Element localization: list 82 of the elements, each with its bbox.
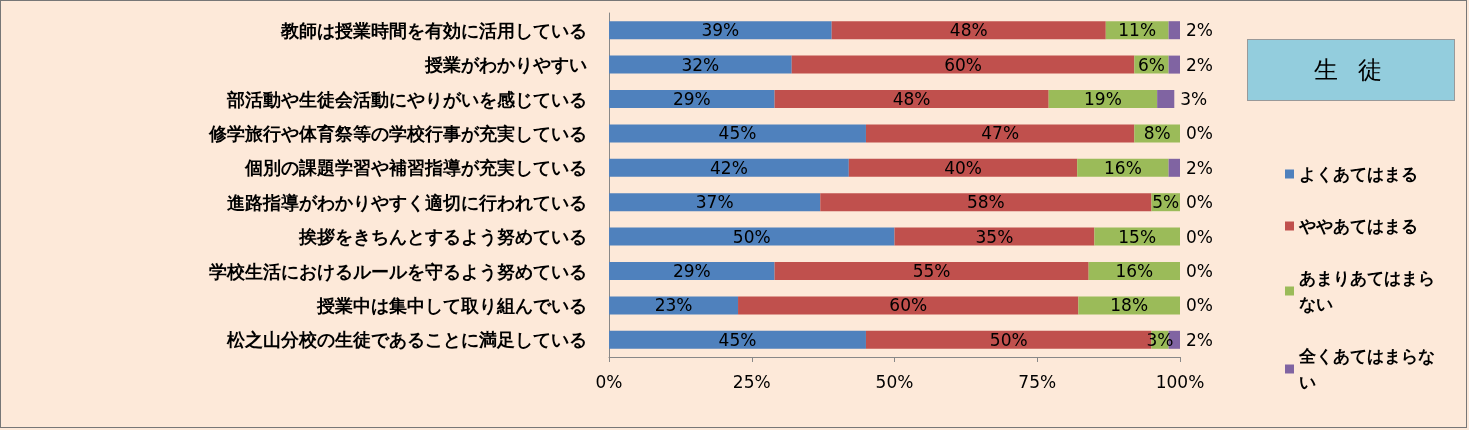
bar bbox=[609, 330, 866, 349]
bar bbox=[609, 193, 821, 212]
data-label: 16% bbox=[1115, 261, 1154, 281]
y-tick-label: 教師は授業時間を有効に活用している bbox=[280, 19, 587, 41]
data-label: 39% bbox=[701, 20, 740, 41]
bar bbox=[1168, 21, 1180, 40]
data-label: 0% bbox=[1186, 226, 1213, 247]
data-label: 47% bbox=[981, 123, 1020, 144]
data-label: 2% bbox=[1186, 20, 1213, 41]
y-tick-label: 授業中は集中して取り組んでいる bbox=[316, 294, 587, 316]
y-tick-label: 進路指導がわかりやすく適切に行われている bbox=[227, 191, 587, 213]
data-label: 48% bbox=[949, 20, 988, 41]
data-label: 29% bbox=[672, 89, 711, 109]
data-label: 3% bbox=[1180, 89, 1208, 109]
bar bbox=[774, 90, 1049, 108]
data-label: 58% bbox=[966, 192, 1005, 213]
data-label: 2% bbox=[1186, 54, 1213, 75]
legend-label: ややあてはまる bbox=[1298, 216, 1418, 236]
data-label: 50% bbox=[989, 329, 1028, 350]
data-label: 45% bbox=[718, 329, 757, 350]
bar bbox=[609, 124, 866, 143]
data-label: 42% bbox=[710, 157, 748, 178]
data-label: 6% bbox=[1137, 54, 1165, 75]
bar bbox=[774, 262, 1089, 280]
data-label: 40% bbox=[944, 157, 982, 178]
legend-label: あまりあてはまらない bbox=[1299, 268, 1435, 314]
data-label: 16% bbox=[1104, 157, 1142, 178]
y-tick-label: 学校生活におけるルールを守るよう努めている bbox=[209, 260, 587, 282]
data-label: 5% bbox=[1152, 192, 1180, 213]
data-label: 2% bbox=[1186, 329, 1213, 350]
data-label: 11% bbox=[1118, 20, 1157, 41]
data-label: 35% bbox=[975, 226, 1014, 247]
bar bbox=[894, 227, 1095, 246]
data-label: 50% bbox=[732, 226, 771, 247]
x-tick-label: 75% bbox=[1018, 371, 1057, 392]
data-label: 19% bbox=[1084, 89, 1122, 109]
bar bbox=[609, 90, 775, 108]
bar bbox=[1157, 90, 1175, 108]
bar bbox=[1168, 158, 1180, 177]
x-tick-label: 100% bbox=[1155, 371, 1205, 392]
bar bbox=[831, 21, 1106, 40]
bar bbox=[609, 21, 832, 40]
x-tick-label: 25% bbox=[732, 371, 771, 392]
data-label: 48% bbox=[892, 89, 931, 109]
data-label: 15% bbox=[1118, 226, 1157, 247]
y-tick-label: 部活動や生徒会活動にやりがいを感じている bbox=[226, 88, 587, 110]
x-tick-label: 0% bbox=[595, 371, 623, 392]
legend-label: 全くあてはまらない bbox=[1298, 346, 1435, 392]
data-label: 18% bbox=[1110, 295, 1149, 316]
data-label: 45% bbox=[718, 123, 757, 144]
bar bbox=[848, 158, 1078, 177]
data-label: 37% bbox=[695, 192, 734, 213]
bar bbox=[738, 296, 1079, 315]
data-label: 0% bbox=[1186, 295, 1213, 316]
y-tick-label: 挨拶をきちんとするよう努めている bbox=[298, 226, 587, 248]
bar bbox=[609, 262, 775, 280]
text: 生 徒 bbox=[1247, 39, 1455, 101]
bar bbox=[1168, 55, 1180, 74]
bar bbox=[791, 55, 1135, 74]
bar bbox=[609, 296, 739, 315]
x-tick-label: 50% bbox=[875, 371, 914, 392]
data-label: 0% bbox=[1186, 192, 1213, 213]
bar bbox=[820, 193, 1152, 212]
data-label: 60% bbox=[944, 54, 982, 75]
data-label: 60% bbox=[889, 295, 928, 316]
bar bbox=[609, 158, 849, 177]
y-tick-label: 授業がわかりやすい bbox=[424, 54, 587, 76]
data-label: 0% bbox=[1186, 123, 1213, 144]
data-label: 23% bbox=[654, 295, 693, 316]
legend-label: よくあてはまる bbox=[1299, 164, 1418, 184]
y-tick-label: 修学旅行や体育祭等の学校行事が充実している bbox=[208, 122, 587, 144]
y-tick-label: 松之山分校の生徒であることに満足している bbox=[226, 329, 587, 351]
data-label: 32% bbox=[681, 54, 720, 75]
data-label: 29% bbox=[672, 261, 711, 281]
data-label: 2% bbox=[1186, 157, 1213, 178]
data-label: 0% bbox=[1186, 261, 1213, 281]
y-tick-label: 個別の課題学習や補習指導が充実している bbox=[244, 157, 587, 179]
bar bbox=[865, 124, 1135, 143]
data-label: 55% bbox=[912, 261, 951, 281]
bar bbox=[609, 227, 895, 246]
bar bbox=[609, 55, 792, 74]
data-label: 8% bbox=[1143, 123, 1171, 144]
